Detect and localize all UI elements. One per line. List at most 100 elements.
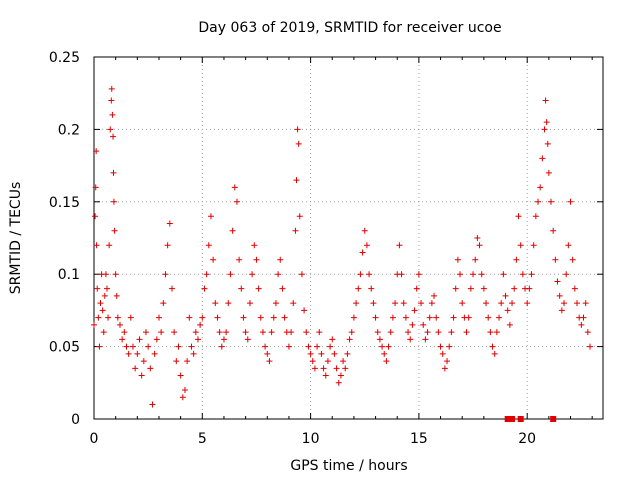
data-point [262,343,269,350]
data-point [392,300,399,307]
data-point [151,350,158,357]
data-point [396,242,403,249]
data-point [314,343,321,350]
data-point [327,343,334,350]
data-point [426,314,433,321]
data-point [233,198,240,205]
data-point [446,343,453,350]
data-point [368,285,375,292]
plot-frame [93,56,604,420]
chart-title: Day 063 of 2019, SRMTID for receiver uco… [198,20,501,36]
data-point [160,300,167,307]
data-point [110,169,117,176]
data-point [173,358,180,365]
data-point [238,285,245,292]
data-point [184,358,191,365]
data-point [587,343,594,350]
data-point [231,184,238,191]
x-axis-label: GPS time / hours [290,458,407,474]
data-point [372,314,379,321]
data-point [240,314,247,321]
data-point [398,271,405,278]
data-point [103,285,110,292]
data-point [129,343,136,350]
data-point [197,321,204,328]
data-point [428,300,435,307]
data-point [379,343,386,350]
data-point [97,300,104,307]
data-point [266,358,273,365]
data-point [420,321,427,328]
data-point [467,285,474,292]
data-point [474,235,481,241]
data-point [216,329,223,336]
data-point [105,314,112,321]
data-point [188,343,195,350]
data-point [350,314,357,321]
data-point [506,321,513,328]
data-point [102,271,109,278]
data-point [463,329,470,336]
data-point [387,329,394,336]
data-point [272,300,279,307]
data-point [472,256,479,263]
data-point [571,285,578,292]
data-point [293,177,300,184]
data-point [578,321,585,328]
data-point [548,198,555,205]
data-point [294,126,301,133]
data-point [437,343,444,350]
data-point [385,343,392,350]
y-tick-label: 0.1 [58,267,80,283]
data-point [210,256,217,263]
data-point [218,343,225,350]
data-point [149,401,156,408]
data-point [106,242,113,249]
data-point [201,285,208,292]
data-point [203,271,210,278]
data-point [457,271,464,278]
data-point [370,300,377,307]
data-point [292,227,299,234]
data-point [225,300,232,307]
data-point [496,314,503,321]
data-point [519,271,526,278]
data-point [119,336,126,343]
data-point [270,314,277,321]
data-point [164,242,171,249]
data-point [355,285,362,292]
data-point [500,271,507,278]
data-points [91,85,594,422]
data-point [374,329,381,336]
y-tick-label: 0.05 [49,340,80,356]
data-point [480,285,487,292]
data-point [212,300,219,307]
data-point [179,394,186,401]
data-point [92,213,99,220]
data-point [509,300,516,307]
data-point [249,271,256,278]
data-point [537,184,544,191]
data-point [125,350,132,357]
data-point [433,314,440,321]
data-point [112,271,119,278]
data-point [543,119,550,126]
data-point [311,365,318,372]
data-point [91,321,97,328]
data-point [524,300,531,307]
data-point [279,285,286,292]
data-point [444,358,451,365]
data-point [214,314,221,321]
data-point [168,285,175,292]
data-point [366,271,373,278]
data-point [190,350,197,357]
data-point [470,271,477,278]
data-point [582,300,589,307]
data-point [93,148,100,155]
data-point [357,271,364,278]
y-axis-label: SRMTID / TECUs [8,182,24,295]
data-point [246,300,253,307]
data-point [405,329,412,336]
data-point [413,285,420,292]
data-point [344,350,351,357]
